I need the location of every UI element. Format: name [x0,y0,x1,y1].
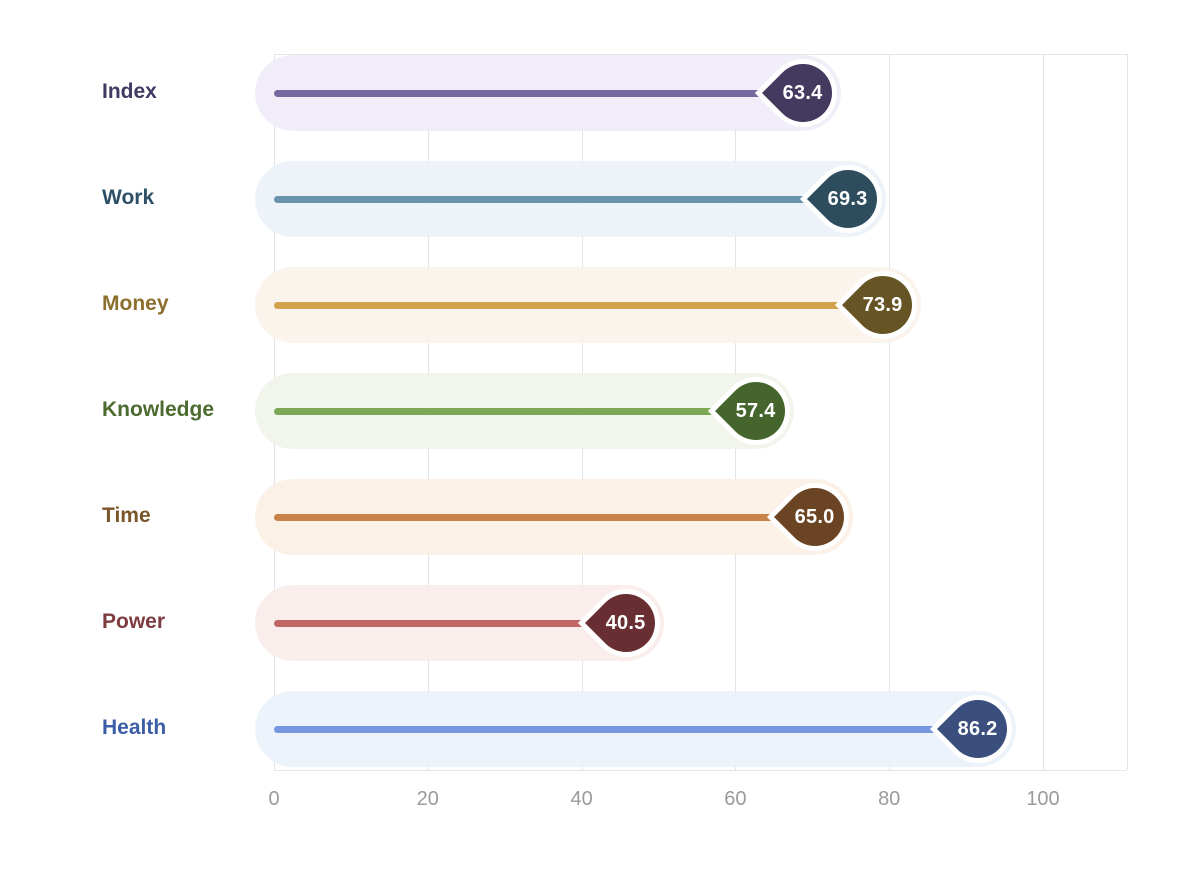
value-marker-label: 65.0 [794,505,835,528]
lollipop-stem [274,89,766,97]
x-tick-label: 80 [878,788,901,810]
lollipop-stem [274,725,941,733]
x-tick-label: 100 [1026,788,1060,810]
value-marker-label: 69.3 [828,187,868,210]
x-tick-label: 0 [268,788,280,810]
lollipop-stem [274,407,720,415]
plot-top-border [274,54,1127,55]
category-label: Index [102,80,157,103]
value-marker-label: 86.2 [958,717,998,740]
category-label: Power [102,610,166,633]
category-label: Health [102,716,167,739]
plot-bottom-border [274,770,1127,771]
value-marker-label: 57.4 [736,399,777,422]
lollipop-stem [274,513,778,521]
lollipop-stem [274,195,811,203]
x-gridline [1043,54,1044,770]
category-label: Knowledge [102,398,215,421]
value-marker-label: 63.4 [782,81,823,104]
x-gridline [889,54,891,770]
x-tick-label: 20 [416,788,439,810]
value-marker-label: 40.5 [606,611,647,634]
lollipop-stem [274,619,590,627]
category-label: Work [102,186,155,209]
category-label: Money [102,292,169,315]
plot-right-border [1127,54,1128,770]
x-tick-label: 40 [570,788,593,810]
lollipop-stem [274,301,847,309]
value-marker-label: 73.9 [863,293,904,316]
x-tick-label: 60 [724,788,747,810]
category-label: Time [102,504,151,527]
